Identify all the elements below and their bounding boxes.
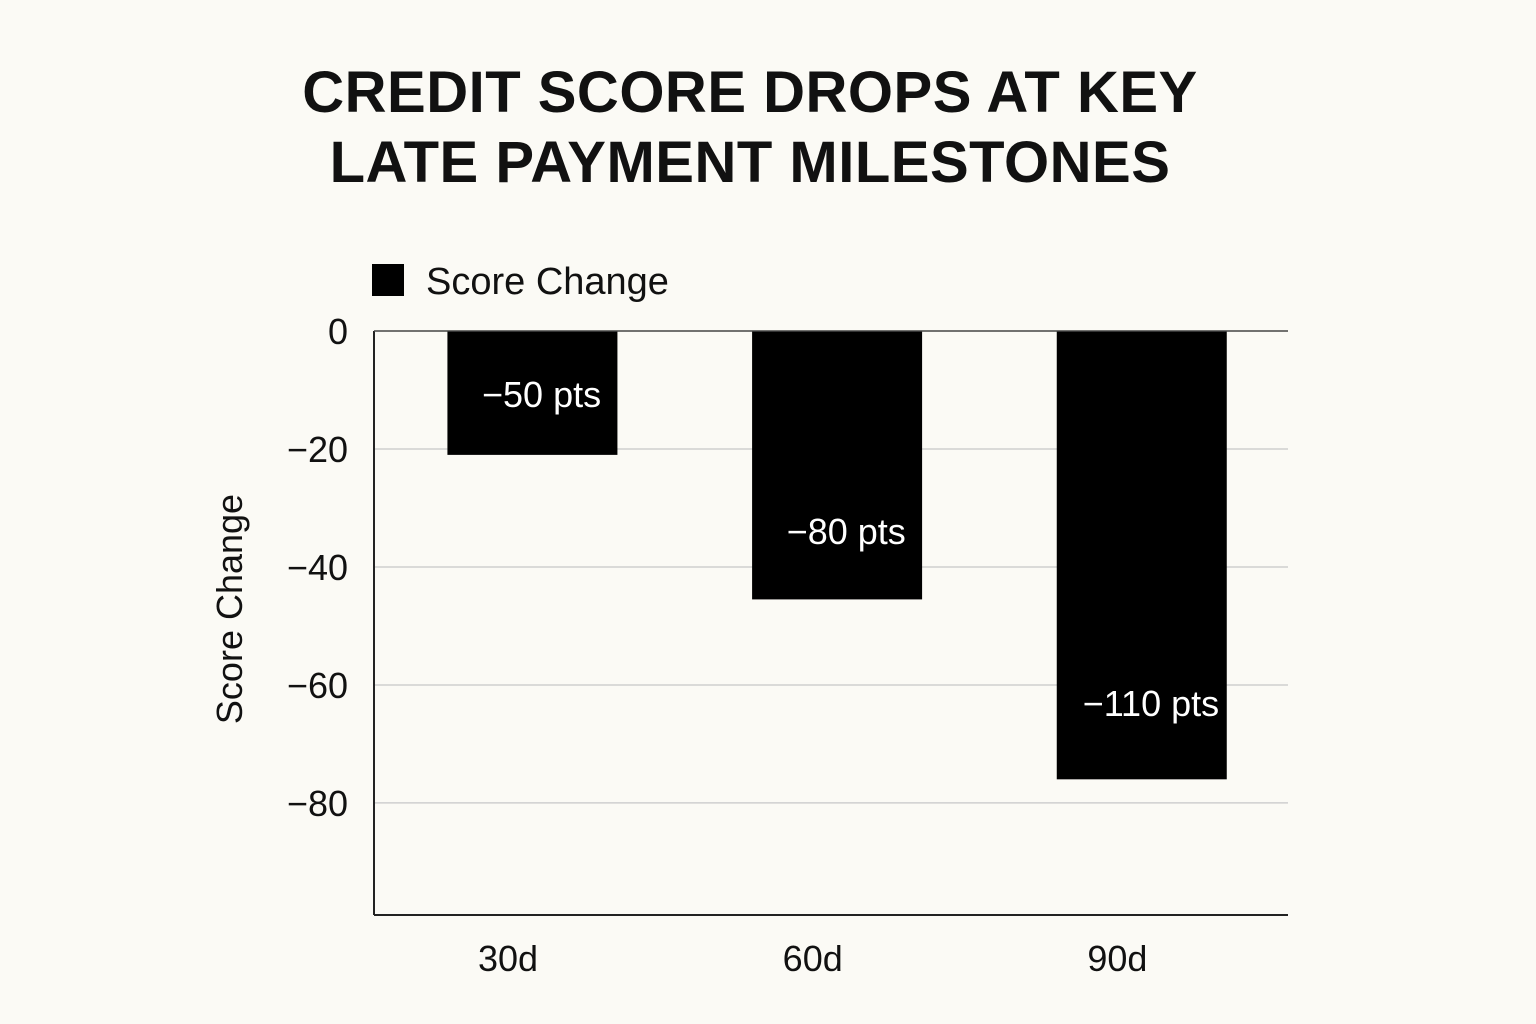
legend-label: Score Change [426, 261, 669, 303]
y-tick-label: −80 [287, 783, 348, 824]
data-label: −50 pts [482, 374, 601, 415]
chart-title-line-1: CREDIT SCORE DROPS AT KEY [302, 60, 1198, 125]
y-axis-label: Score Change [209, 494, 250, 724]
data-label: −80 pts [787, 511, 906, 552]
bar-60d [752, 331, 923, 600]
y-tick-label: −60 [287, 665, 348, 706]
y-tick-label: 0 [328, 311, 348, 352]
x-tick-label: 60d [783, 938, 843, 979]
tick-labels: 0 −20 −40 −60 −80 30d 60d 90d [287, 311, 1148, 979]
y-tick-label: −40 [287, 547, 348, 588]
x-tick-label: 90d [1087, 938, 1147, 979]
legend: Score Change [372, 261, 669, 303]
axes [373, 330, 1288, 916]
chart-title: CREDIT SCORE DROPS AT KEY LATE PAYMENT M… [0, 58, 1500, 198]
x-tick-label: 30d [478, 938, 538, 979]
chart-title-line-2: LATE PAYMENT MILESTONES [329, 130, 1171, 195]
bars [447, 331, 1227, 780]
bar-90d [1056, 331, 1227, 780]
legend-swatch [372, 264, 404, 296]
data-labels: −50 pts −80 pts −110 pts [482, 374, 1219, 724]
data-label: −110 pts [1083, 683, 1219, 724]
y-tick-label: −20 [287, 429, 348, 470]
bar-30d [447, 331, 618, 455]
